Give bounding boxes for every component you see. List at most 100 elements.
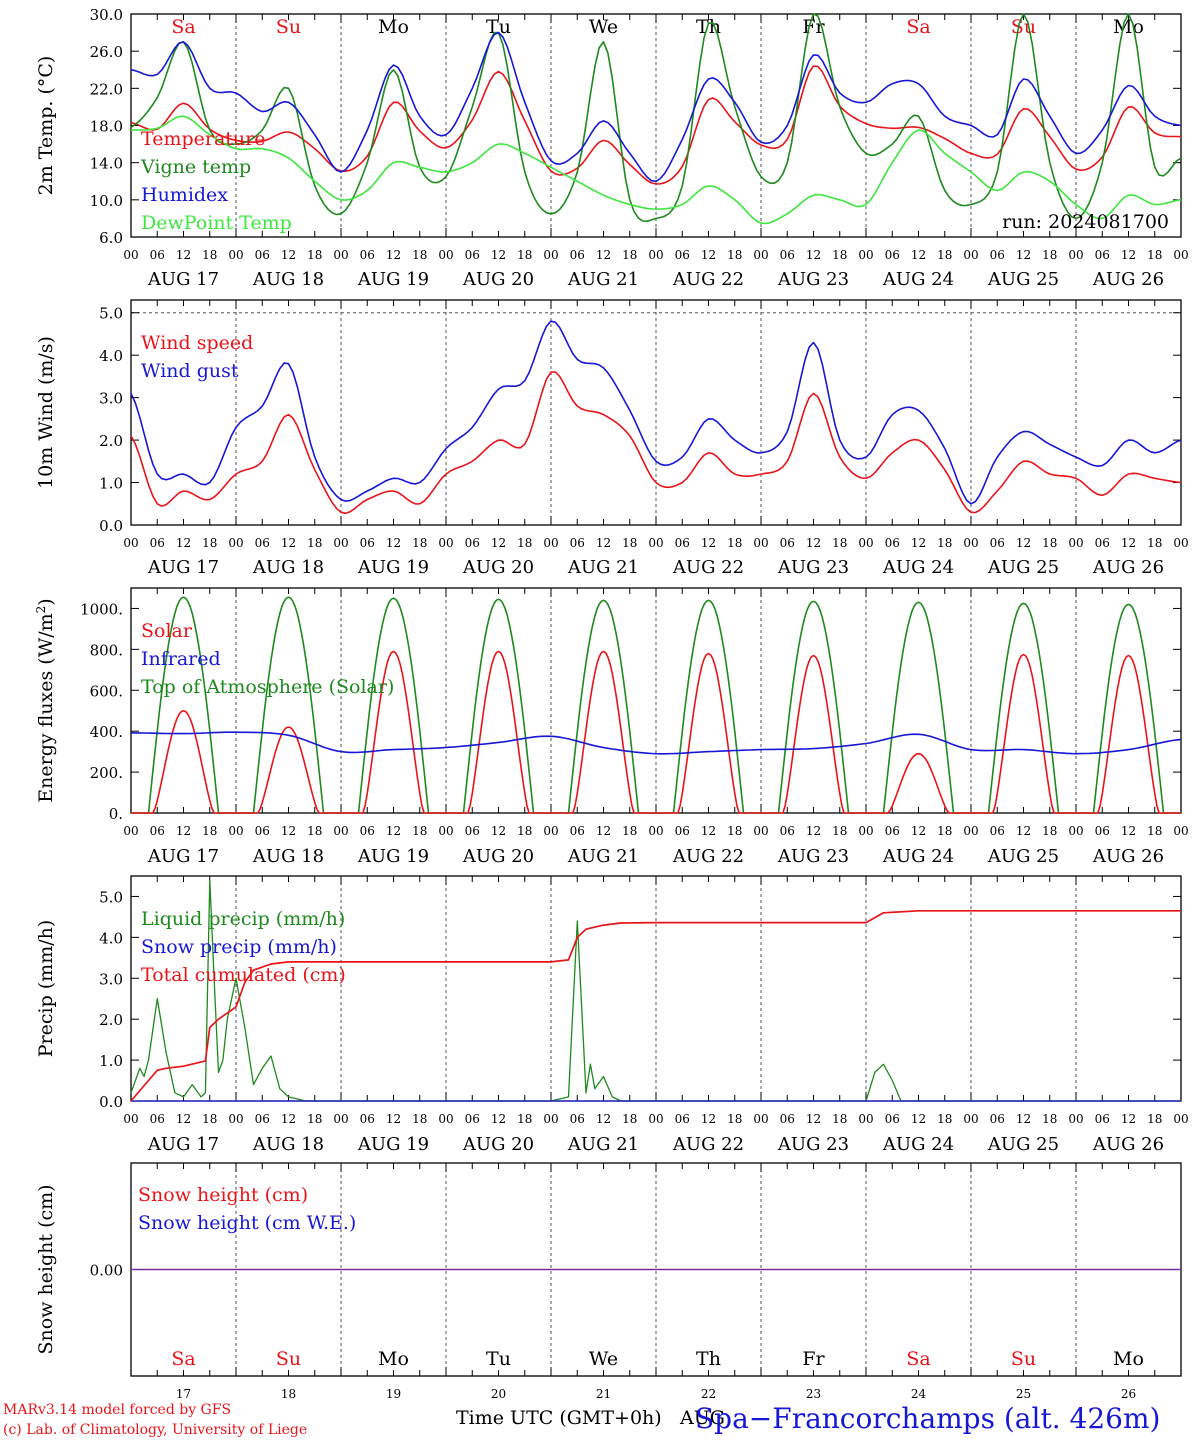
legend-entry: Total cumulated (cm) bbox=[141, 964, 346, 986]
hour-tick-label: 00 bbox=[333, 824, 348, 838]
hour-tick-label: 12 bbox=[596, 824, 611, 838]
legend-entry: Humidex bbox=[141, 184, 228, 206]
y-axis-label: Energy fluxes (W/m2) bbox=[34, 598, 57, 802]
credit-line-2: (c) Lab. of Climatology, University of L… bbox=[3, 1422, 307, 1438]
hour-tick-label: 06 bbox=[150, 824, 165, 838]
legend-entry: DewPoint Temp bbox=[141, 212, 292, 234]
day-number-label: 20 bbox=[491, 1387, 506, 1401]
date-label: AUG 24 bbox=[882, 846, 954, 867]
hour-tick-label: 18 bbox=[832, 536, 847, 550]
hour-tick-label: 12 bbox=[1121, 1112, 1136, 1126]
hour-tick-label: 00 bbox=[1173, 824, 1188, 838]
hour-tick-label: 06 bbox=[360, 536, 375, 550]
date-label: AUG 18 bbox=[252, 846, 324, 867]
date-label: AUG 24 bbox=[882, 1134, 954, 1155]
plot-frame bbox=[130, 587, 1182, 814]
day-of-week-label: We bbox=[589, 16, 618, 38]
hour-tick-label: 18 bbox=[622, 824, 637, 838]
hour-tick-label: 12 bbox=[806, 1112, 821, 1126]
hour-tick-label: 00 bbox=[1173, 1112, 1188, 1126]
date-label: AUG 26 bbox=[1092, 846, 1164, 867]
day-number-label: 19 bbox=[386, 1387, 401, 1401]
series-line bbox=[131, 115, 1182, 225]
legend-entry: Wind gust bbox=[141, 360, 239, 382]
hour-tick-label: 00 bbox=[438, 536, 453, 550]
day-number-label: 18 bbox=[281, 1387, 296, 1401]
y-tick-label: 10.0 bbox=[90, 192, 123, 210]
day-of-week-label: Th bbox=[696, 1348, 721, 1370]
hour-tick-label: 12 bbox=[386, 1112, 401, 1126]
day-number-label: 21 bbox=[596, 1387, 611, 1401]
hour-tick-label: 00 bbox=[123, 248, 138, 262]
date-label: AUG 22 bbox=[672, 1134, 744, 1155]
legend-entry: Infrared bbox=[141, 648, 221, 670]
hour-tick-label: 18 bbox=[832, 248, 847, 262]
hour-tick-label: 06 bbox=[885, 1112, 900, 1126]
y-axis-label: Precip (mm/h) bbox=[35, 920, 57, 1058]
hour-tick-label: 00 bbox=[438, 248, 453, 262]
hour-tick-label: 00 bbox=[333, 1112, 348, 1126]
hour-tick-label: 12 bbox=[176, 248, 191, 262]
hour-tick-label: 06 bbox=[1095, 536, 1110, 550]
hour-tick-label: 00 bbox=[1173, 536, 1188, 550]
hour-tick-label: 06 bbox=[150, 248, 165, 262]
y-tick-label: 3.0 bbox=[99, 390, 123, 408]
hour-tick-label: 12 bbox=[806, 824, 821, 838]
date-label: AUG 24 bbox=[882, 269, 954, 290]
y-axis-label: 2m Temp. (°C) bbox=[35, 56, 57, 196]
hour-tick-label: 06 bbox=[255, 1112, 270, 1126]
date-label: AUG 26 bbox=[1092, 269, 1164, 290]
date-label: AUG 17 bbox=[147, 1134, 219, 1155]
date-label: AUG 24 bbox=[882, 557, 954, 578]
hour-tick-label: 06 bbox=[675, 1112, 690, 1126]
hour-tick-label: 06 bbox=[675, 536, 690, 550]
series-line bbox=[130, 31, 1182, 183]
hour-tick-label: 12 bbox=[491, 1112, 506, 1126]
hour-tick-label: 12 bbox=[281, 824, 296, 838]
day-of-week-label: Sa bbox=[171, 16, 195, 38]
hour-tick-label: 00 bbox=[123, 1112, 138, 1126]
credit-line-1: MARv3.14 model forced by GFS bbox=[3, 1402, 231, 1418]
hour-tick-label: 12 bbox=[701, 1112, 716, 1126]
y-tick-label: 2.0 bbox=[99, 1011, 123, 1029]
hour-tick-label: 18 bbox=[727, 824, 742, 838]
hour-tick-label: 18 bbox=[1042, 824, 1057, 838]
day-of-week-label: We bbox=[589, 1348, 618, 1370]
hour-tick-label: 18 bbox=[622, 248, 637, 262]
hour-tick-label: 00 bbox=[858, 824, 873, 838]
day-of-week-label: Mo bbox=[1113, 1348, 1144, 1370]
series-line bbox=[131, 650, 1181, 814]
hour-tick-label: 00 bbox=[438, 824, 453, 838]
hour-tick-label: 06 bbox=[360, 1112, 375, 1126]
hour-tick-label: 06 bbox=[990, 536, 1005, 550]
hour-tick-label: 12 bbox=[806, 536, 821, 550]
panel-5: 0.00 Snow height (cm) Sa Su Mo Tu We Th Fr Sa Su Mo… bbox=[35, 1162, 1182, 1401]
y-tick-label: 1.0 bbox=[99, 475, 123, 493]
hour-tick-label: 12 bbox=[1016, 1112, 1031, 1126]
hour-tick-label: 12 bbox=[386, 248, 401, 262]
hour-tick-label: 06 bbox=[885, 248, 900, 262]
day-of-week-label: Tu bbox=[486, 16, 511, 38]
series-line bbox=[130, 731, 1182, 755]
date-label: AUG 19 bbox=[357, 269, 429, 290]
date-label: AUG 17 bbox=[147, 846, 219, 867]
plot-frame bbox=[130, 13, 1182, 238]
hour-tick-label: 00 bbox=[228, 536, 243, 550]
panel-3: 0. 200. 400. 600. 800. 1000. Energy fluxes (W/… bbox=[34, 587, 1189, 867]
hour-tick-label: 06 bbox=[570, 248, 585, 262]
date-label: AUG 20 bbox=[462, 269, 534, 290]
day-of-week-label: Mo bbox=[378, 16, 409, 38]
y-tick-label: 4.0 bbox=[99, 347, 123, 365]
y-axis-label-tail: ) bbox=[35, 598, 57, 605]
date-label: AUG 25 bbox=[987, 846, 1059, 867]
y-tick-label: 26.0 bbox=[90, 43, 123, 61]
y-tick-label: 2.0 bbox=[99, 432, 123, 450]
y-tick-label: 1.0 bbox=[99, 1052, 123, 1070]
y-tick-label: 3.0 bbox=[99, 970, 123, 988]
hour-tick-label: 18 bbox=[202, 248, 217, 262]
hour-tick-label: 18 bbox=[1147, 536, 1162, 550]
legend-entry: Vigne temp bbox=[140, 156, 251, 178]
hour-tick-label: 12 bbox=[701, 248, 716, 262]
hour-tick-label: 06 bbox=[1095, 1112, 1110, 1126]
hour-tick-label: 00 bbox=[333, 248, 348, 262]
